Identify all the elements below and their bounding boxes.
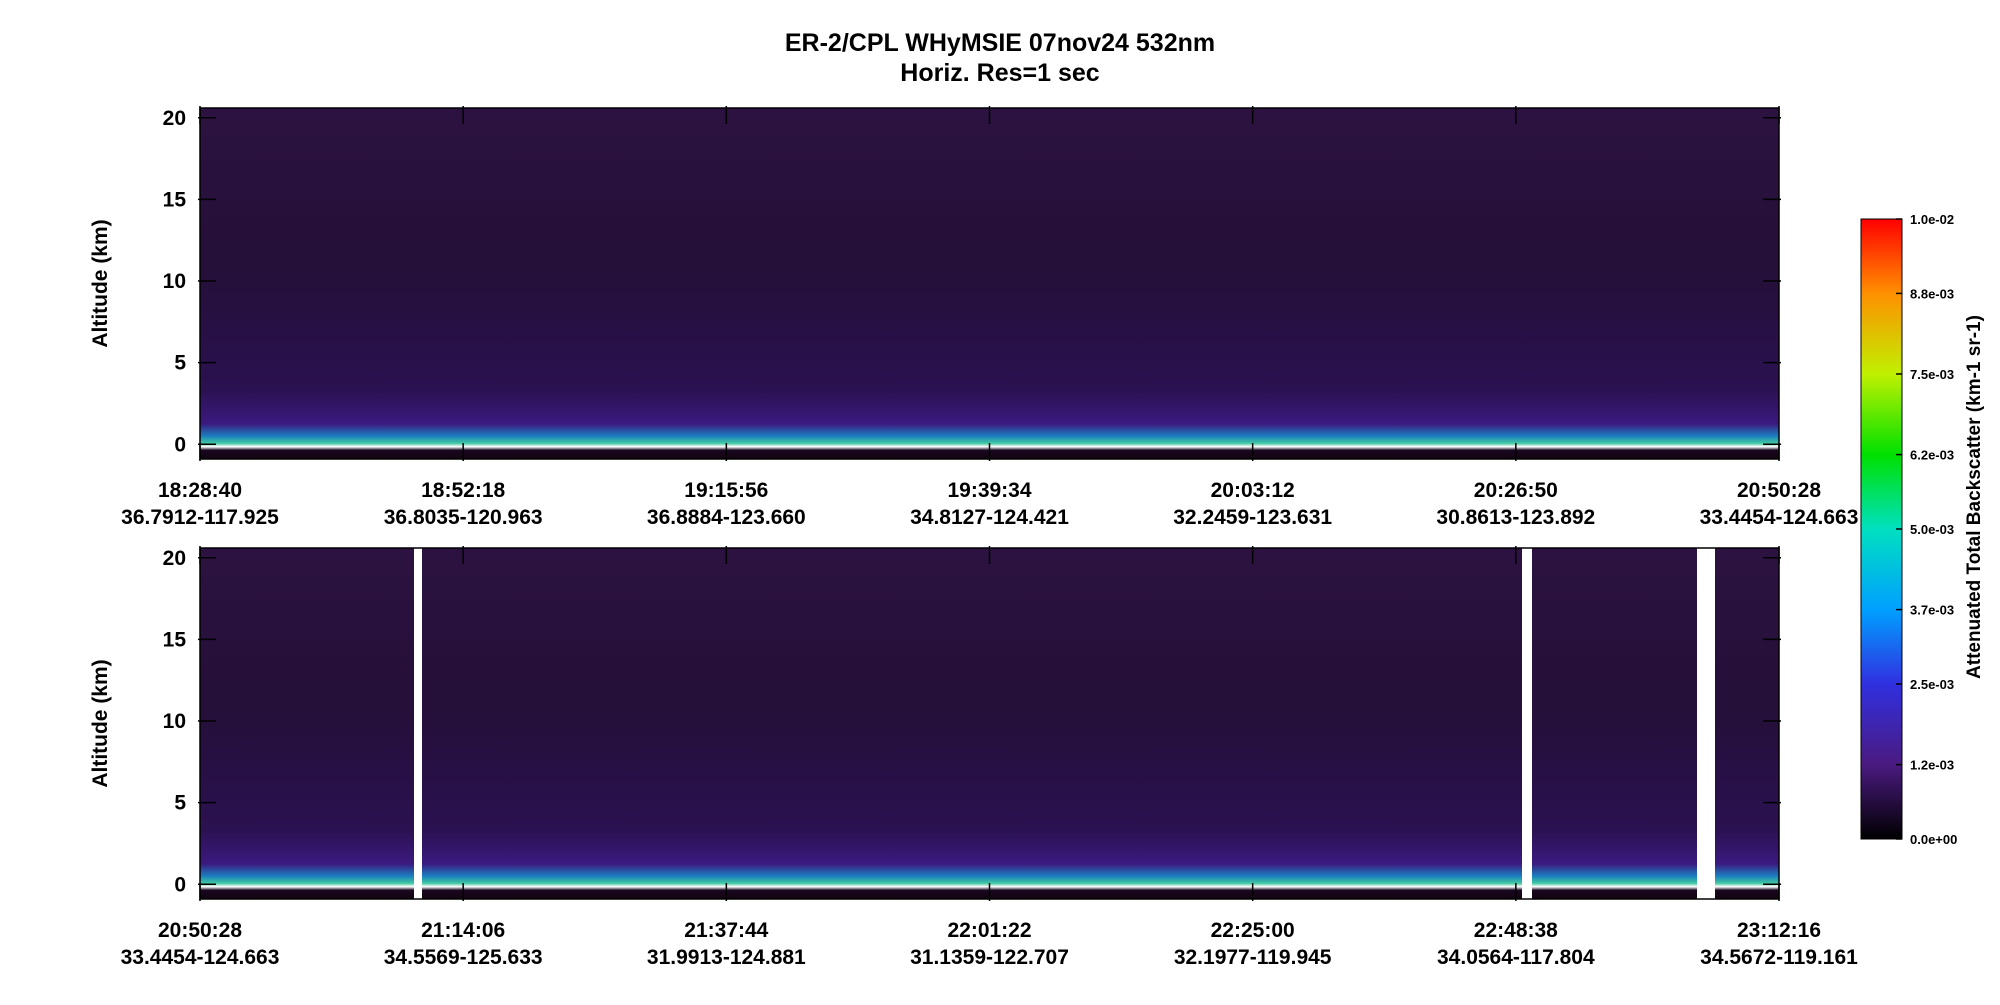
colorbar-tick-label: 1.2e-03 — [1910, 758, 1954, 773]
x-tick-time: 20:50:28 — [1737, 479, 1821, 502]
x-tick-time: 22:48:38 — [1474, 919, 1558, 942]
y-tick-label: 0 — [174, 873, 186, 896]
x-tick-time: 18:52:18 — [421, 479, 505, 502]
x-tick-time: 19:15:56 — [684, 479, 768, 502]
x-tick-location: 36.8035-120.963 — [384, 506, 543, 529]
y-tick-label: 10 — [163, 710, 186, 733]
x-tick-location: 33.4454-124.663 — [1700, 506, 1859, 529]
x-tick-time: 21:14:06 — [421, 919, 505, 942]
x-tick-time: 22:01:22 — [947, 919, 1031, 942]
x-tick-time: 20:03:12 — [1211, 479, 1295, 502]
y-axis-label: Altitude (km) — [89, 659, 112, 787]
curtain-image — [200, 108, 1779, 459]
x-tick-time: 23:12:16 — [1737, 919, 1821, 942]
data-gap — [414, 548, 422, 899]
x-tick-location: 34.5569-125.633 — [384, 946, 543, 969]
y-axis-label: Altitude (km) — [89, 219, 112, 347]
colorbar-tick-label: 6.2e-03 — [1910, 448, 1954, 463]
colorbar — [1860, 218, 1903, 840]
colorbar-tick-label: 0.0e+00 — [1910, 832, 1957, 847]
x-tick-time: 21:37:44 — [684, 919, 768, 942]
x-tick-time: 19:39:34 — [947, 479, 1031, 502]
x-tick-time: 20:50:28 — [158, 919, 242, 942]
x-tick-location: 34.5672-119.161 — [1700, 946, 1858, 969]
x-tick-location: 33.4454-124.663 — [121, 946, 280, 969]
colorbar-tick-label: 2.5e-03 — [1910, 677, 1954, 692]
colorbar-tick-label: 8.8e-03 — [1910, 286, 1954, 301]
x-tick-location: 32.1977-119.945 — [1174, 946, 1332, 969]
x-tick-location: 36.7912-117.925 — [121, 506, 279, 529]
colorbar-tick-label: 5.0e-03 — [1910, 522, 1954, 537]
y-tick-label: 5 — [174, 792, 186, 815]
y-tick-label: 20 — [163, 547, 186, 570]
data-gap — [1522, 548, 1532, 899]
chart-subtitle: Horiz. Res=1 sec — [900, 59, 1100, 87]
x-tick-location: 31.1359-122.707 — [910, 946, 1069, 969]
y-tick-label: 10 — [163, 270, 186, 293]
data-gap — [1697, 548, 1715, 899]
x-tick-location: 30.8613-123.892 — [1436, 506, 1595, 529]
x-tick-time: 22:25:00 — [1211, 919, 1295, 942]
colorbar-tick-label: 1.0e-02 — [1910, 212, 1954, 227]
x-tick-location: 34.8127-124.421 — [910, 506, 1069, 529]
colorbar-tick-label: 7.5e-03 — [1910, 367, 1954, 382]
x-tick-location: 31.9913-124.881 — [647, 946, 806, 969]
x-tick-location: 36.8884-123.660 — [647, 506, 806, 529]
y-tick-label: 15 — [163, 188, 187, 211]
x-tick-time: 18:28:40 — [158, 479, 242, 502]
curtain-image — [200, 548, 1779, 899]
chart-title: ER-2/CPL WHyMSIE 07nov24 532nm — [785, 29, 1215, 57]
colorbar-tick-label: 3.7e-03 — [1910, 603, 1954, 618]
y-tick-label: 15 — [163, 628, 187, 651]
colorbar-label: Attenuated Total Backscatter (km-1 sr-1) — [1964, 315, 1985, 679]
y-tick-label: 5 — [174, 352, 186, 375]
y-tick-label: 20 — [163, 107, 186, 130]
x-tick-location: 34.0564-117.804 — [1437, 946, 1595, 969]
x-tick-location: 32.2459-123.631 — [1173, 506, 1332, 529]
y-tick-label: 0 — [174, 433, 186, 456]
x-tick-time: 20:26:50 — [1474, 479, 1558, 502]
